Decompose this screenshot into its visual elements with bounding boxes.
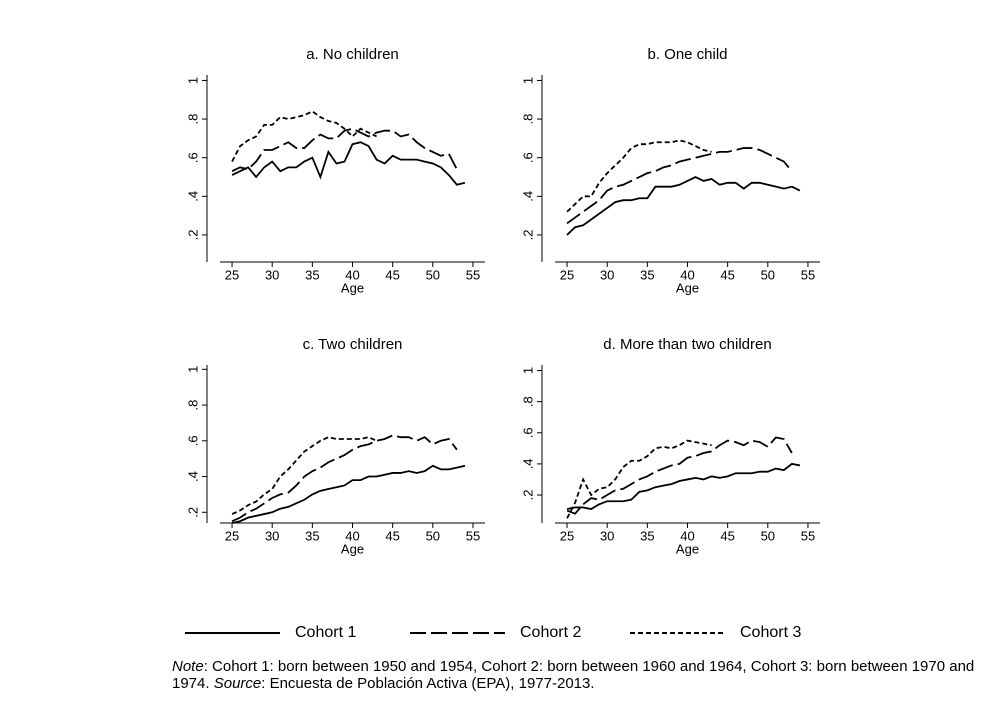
series-line: [231, 436, 377, 515]
y-tick-label: .4: [185, 191, 200, 202]
x-axis-label: Age: [341, 280, 364, 295]
note-text: : Cohort 1: born between 1950 and 1954, …: [172, 658, 975, 692]
x-tick-label: 55: [801, 267, 815, 282]
y-tick-label: .4: [520, 458, 535, 469]
x-tick-label: 30: [600, 267, 614, 282]
chart-title: c. Two children: [303, 336, 403, 353]
y-tick-label: .2: [520, 230, 535, 241]
legend-label: Cohort 2: [520, 624, 581, 641]
x-tick-label: 45: [385, 267, 399, 282]
x-tick-label: 25: [225, 267, 239, 282]
x-tick-label: 30: [265, 528, 279, 543]
x-tick-label: 40: [345, 528, 359, 543]
y-tick-label: 1: [520, 77, 535, 84]
y-tick-label: .8: [520, 396, 535, 407]
y-tick-label: .6: [185, 152, 200, 163]
y-tick-label: .8: [185, 400, 200, 411]
x-tick-label: 50: [761, 528, 775, 543]
y-tick-label: .8: [185, 114, 200, 125]
series-line: [566, 462, 801, 510]
x-tick-label: 35: [640, 267, 654, 282]
source-text: : Encuesta de Población Activa (EPA), 19…: [261, 675, 595, 692]
note-label: Note: [172, 658, 204, 675]
y-tick-label: .2: [185, 507, 200, 518]
chart-title: b. One child: [647, 46, 727, 63]
legend-label: Cohort 3: [740, 624, 801, 641]
x-tick-label: 40: [680, 528, 694, 543]
x-tick-label: 25: [560, 267, 574, 282]
y-tick-label: 1: [185, 366, 200, 373]
series-line: [231, 141, 466, 186]
y-tick-label: 1: [185, 77, 200, 84]
note: Note: Cohort 1: born between 1950 and 19…: [172, 658, 1000, 692]
series-line: [566, 147, 793, 225]
y-tick-label: .6: [185, 435, 200, 446]
series-line: [231, 127, 458, 173]
x-tick-label: 45: [720, 267, 734, 282]
x-tick-label: 25: [560, 528, 574, 543]
y-tick-label: .4: [520, 191, 535, 202]
y-tick-label: .8: [520, 114, 535, 125]
x-axis-label: Age: [676, 541, 699, 556]
y-tick-label: .6: [520, 152, 535, 163]
x-tick-label: 35: [305, 528, 319, 543]
source-label: Source: [213, 675, 262, 692]
x-tick-label: 55: [466, 528, 480, 543]
chart-title: d. More than two children: [603, 336, 771, 353]
series-line: [231, 434, 458, 523]
x-tick-label: 45: [720, 528, 734, 543]
x-tick-label: 55: [801, 528, 815, 543]
y-tick-label: .4: [185, 471, 200, 482]
x-tick-label: 50: [426, 267, 440, 282]
x-tick-label: 25: [225, 528, 239, 543]
x-tick-label: 55: [466, 267, 480, 282]
chart-title: a. No children: [306, 46, 399, 63]
y-tick-label: 1: [520, 367, 535, 374]
x-tick-label: 30: [600, 528, 614, 543]
x-tick-label: 45: [385, 528, 399, 543]
x-tick-label: 50: [426, 528, 440, 543]
x-tick-label: 30: [265, 267, 279, 282]
x-axis-label: Age: [676, 280, 699, 295]
series-line: [566, 436, 793, 515]
y-tick-label: .6: [520, 427, 535, 438]
x-tick-label: 40: [680, 267, 694, 282]
x-tick-label: 35: [640, 528, 654, 543]
x-tick-label: 40: [345, 267, 359, 282]
x-tick-label: 50: [761, 267, 775, 282]
series-line: [231, 464, 466, 524]
x-tick-label: 35: [305, 267, 319, 282]
legend-label: Cohort 1: [295, 624, 356, 641]
y-tick-label: .2: [185, 230, 200, 241]
series-line: [566, 439, 712, 519]
x-axis-label: Age: [341, 541, 364, 556]
series-line: [231, 110, 377, 162]
series-line: [566, 176, 801, 236]
y-tick-label: .2: [520, 490, 535, 501]
